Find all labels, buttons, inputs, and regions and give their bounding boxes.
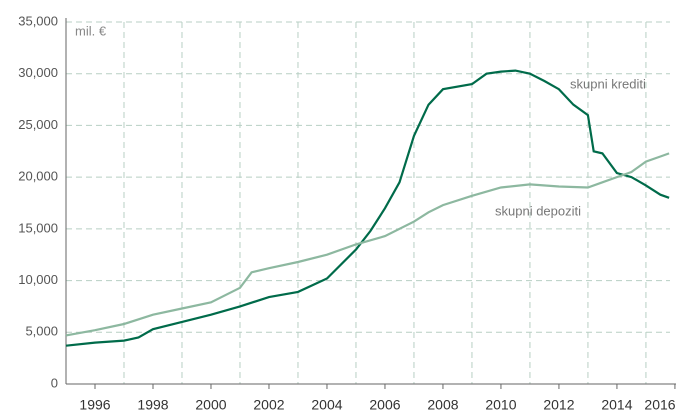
x-tick-label: 2004 <box>311 397 342 413</box>
x-tick-label: 2002 <box>253 397 284 413</box>
x-tick-label: 1996 <box>79 397 110 413</box>
y-tick-label: 35,000 <box>18 13 58 28</box>
x-tick-label: 2008 <box>427 397 458 413</box>
series-line <box>65 152 670 337</box>
x-tick-label: 2014 <box>601 397 632 413</box>
x-tick-label: 2016 <box>644 397 675 413</box>
axis-label: mil. € <box>75 23 107 38</box>
y-tick-label: 25,000 <box>18 117 58 132</box>
x-tick-label: 2000 <box>195 397 226 413</box>
series-line <box>65 69 670 347</box>
y-tick-label: 5,000 <box>25 324 58 339</box>
series-label: skupni krediti <box>570 76 646 91</box>
y-tick-label: 15,000 <box>18 220 58 235</box>
series-label: skupni depoziti <box>495 203 581 218</box>
x-tick-label: 1998 <box>137 397 168 413</box>
y-tick-label: 10,000 <box>18 272 58 287</box>
x-tick-label: 2010 <box>485 397 516 413</box>
y-tick-label: 30,000 <box>18 65 58 80</box>
x-tick-label: 2006 <box>369 397 400 413</box>
y-tick-label: 20,000 <box>18 169 58 184</box>
x-tick-label: 2012 <box>543 397 574 413</box>
y-tick-label: 0 <box>51 375 58 390</box>
